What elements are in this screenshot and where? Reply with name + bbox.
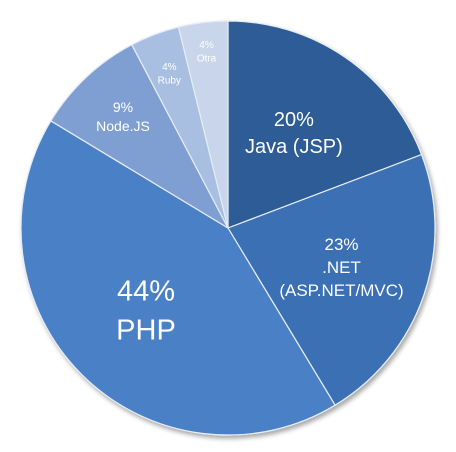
pie-slice-5	[177, 20, 229, 229]
pie-slice-3	[50, 43, 230, 230]
slice-name-label-4: Ruby	[158, 75, 181, 86]
slice-label-2: 44% PHP	[116, 276, 176, 347]
slice-value-label-4: 4%	[162, 62, 177, 73]
pie-slices	[20, 20, 436, 436]
slice-label-1: 23% .NET (ASP.NET/MVC)	[279, 235, 403, 300]
slice-value-label-0: 20%	[274, 109, 314, 131]
slice-name-label-3: Node.JS	[96, 118, 150, 134]
slice-value-label-3: 9%	[113, 99, 133, 115]
pie-slice-0	[227, 20, 423, 229]
slice-name-label-1: (ASP.NET/MVC)	[279, 281, 403, 300]
pie-slice-2	[20, 120, 336, 436]
slice-label-0: 20% Java (JSP)	[245, 109, 343, 158]
slice-value-label-5: 4%	[199, 40, 214, 51]
slice-value-label-1: 23%	[324, 235, 358, 254]
slice-name-label-0: Java (JSP)	[245, 136, 343, 158]
pie-slice-1	[227, 153, 436, 406]
slice-label-5: 4% Otra	[197, 40, 217, 65]
slice-label-4: 4% Ruby	[158, 62, 181, 87]
slice-value-label-2: 44%	[117, 276, 175, 308]
slice-label-3: 9% Node.JS	[96, 99, 150, 134]
slice-name-label-1: .NET	[322, 258, 361, 277]
slice-name-label-5: Otra	[197, 54, 217, 65]
pie-labels: 20% Java (JSP) 23% .NET (ASP.NET/MVC) 44% PHP 9…	[96, 40, 404, 347]
slice-name-label-2: PHP	[116, 315, 176, 347]
